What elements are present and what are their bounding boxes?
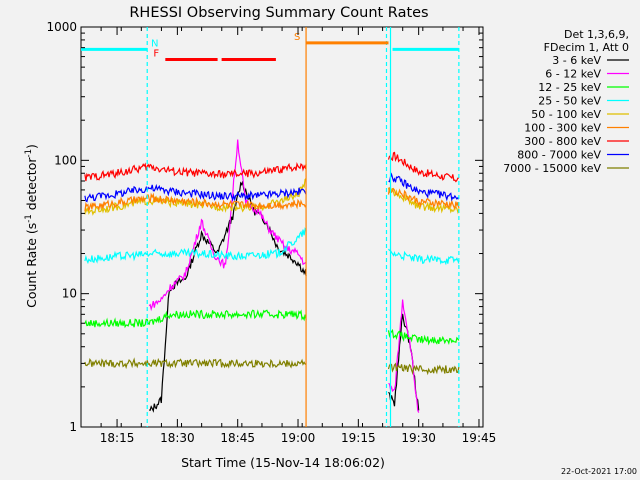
flag-label-f: F — [153, 49, 159, 60]
series-line-3 — [84, 227, 460, 266]
legend-label-7: 800 - 7000 keV — [517, 149, 601, 162]
y-axis-label: Count Rate (s-1 detector-1) — [24, 144, 39, 308]
legend-label-8: 7000 - 15000 keV — [503, 162, 601, 175]
legend-label-3: 25 - 50 keV — [538, 95, 601, 108]
x-axis-ticks: 18:15 18:30 18:45 19:00 19:15 19:30 19:45 — [80, 27, 497, 445]
plot-frame — [80, 26, 484, 428]
series-line-5 — [84, 187, 460, 212]
date-stamp: 22-Oct-2021 17:00 — [561, 467, 637, 476]
x-tick-label-4: 19:15 — [341, 431, 376, 445]
flag-label-n: N — [151, 38, 158, 49]
plot-area: NF S — [80, 26, 484, 428]
legend-label-0: 3 - 6 keV — [552, 54, 601, 67]
series-line-0 — [149, 181, 420, 413]
legend-label-5: 100 - 300 keV — [524, 122, 601, 135]
x-tick-label-2: 18:45 — [220, 431, 255, 445]
legend-label-1: 6 - 12 keV — [545, 68, 601, 81]
y-tick-label-1: 10 — [62, 287, 77, 301]
series-line-7 — [84, 172, 460, 203]
chart-title: RHESSI Observing Summary Count Rates — [129, 5, 428, 21]
x-tick-label-6: 19:45 — [462, 431, 497, 445]
legend-label-4: 50 - 100 keV — [531, 108, 601, 121]
x-tick-label-1: 18:30 — [160, 431, 195, 445]
x-tick-label-0: 18:15 — [100, 431, 135, 445]
y-tick-label-0: 1 — [69, 420, 77, 434]
series-line-2 — [84, 309, 460, 346]
y-tick-label-3: 1000 — [46, 20, 77, 34]
legend-label-2: 12 - 25 keV — [538, 81, 601, 94]
x-tick-label-5: 19:30 — [401, 431, 436, 445]
y-axis-ticks: 1 10 100 1000 — [46, 20, 483, 434]
legend-label-6: 300 - 800 keV — [524, 135, 601, 148]
legend-header-0: Det 1,3,6,9, — [564, 28, 629, 41]
series-line-8 — [84, 357, 460, 376]
series-line-6 — [84, 151, 460, 183]
flag-label-s: S — [294, 32, 300, 43]
x-tick-label-3: 19:00 — [281, 431, 316, 445]
y-tick-label-2: 100 — [54, 153, 77, 167]
legend-header-1: FDecim 1, Att 0 — [544, 41, 629, 54]
series-line-1 — [148, 139, 420, 413]
x-axis-label: Start Time (15-Nov-14 18:06:02) — [181, 455, 385, 470]
